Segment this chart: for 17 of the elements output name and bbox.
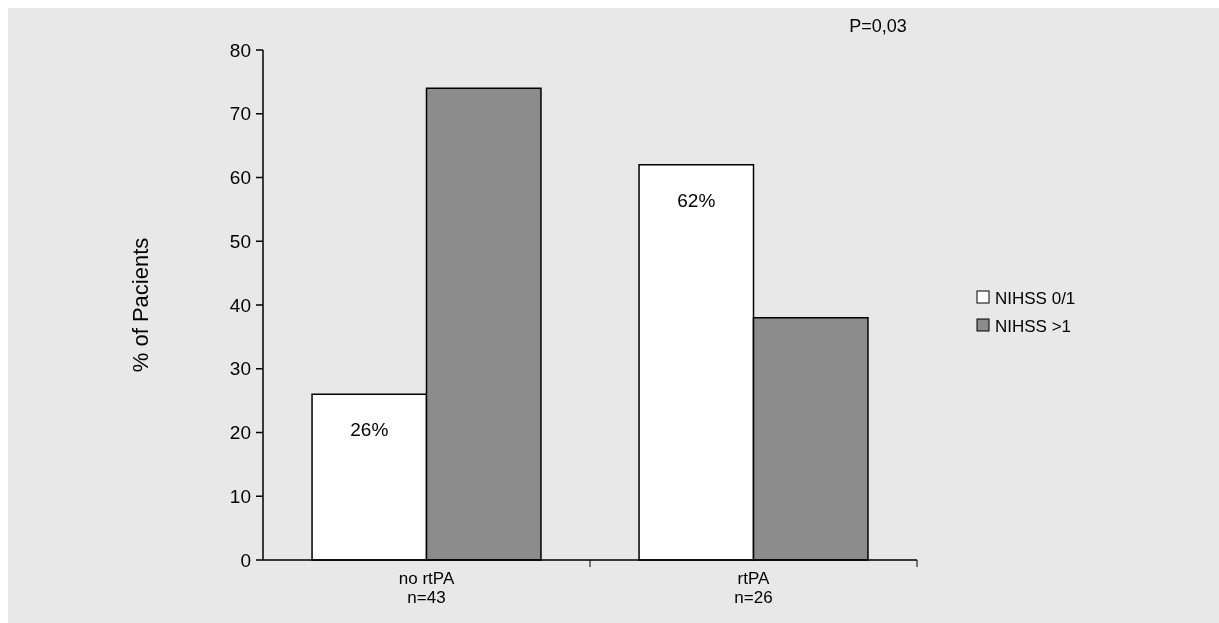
data-label: 26% xyxy=(350,419,389,441)
y-tick-label: 50 xyxy=(229,230,251,252)
x-tick-label: rtPA n=26 xyxy=(734,569,773,607)
text: P=0,03 xyxy=(849,16,907,36)
legend-label: NIHSS >1 xyxy=(995,316,1072,336)
y-axis-title: % of Pacients xyxy=(128,237,153,373)
x-tick-label: no rtPA n=43 xyxy=(398,569,455,607)
y-tick-label: 0 xyxy=(240,549,251,571)
data-label: 62% xyxy=(677,189,716,211)
y-tick-label: 20 xyxy=(229,422,251,444)
y-tick-label: 80 xyxy=(229,39,251,61)
y-tick-label: 40 xyxy=(229,294,251,316)
y-tick-label: 70 xyxy=(229,103,251,125)
y-tick-label: 60 xyxy=(229,167,251,189)
legend-label: NIHSS 0/1 xyxy=(995,288,1076,308)
y-tick-label: 10 xyxy=(229,485,251,507)
y-tick-label: 30 xyxy=(229,358,251,380)
